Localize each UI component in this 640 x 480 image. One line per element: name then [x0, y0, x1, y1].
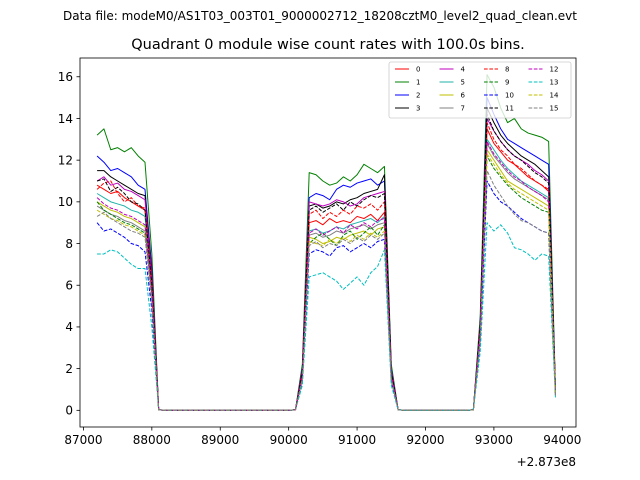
legend-label-9: 9 — [505, 79, 509, 87]
legend-label-7: 7 — [461, 105, 465, 113]
y-tick-label: 8 — [65, 237, 73, 251]
y-tick-label: 2 — [65, 362, 73, 376]
legend-label-1: 1 — [416, 79, 420, 87]
x-tick-label: 88000 — [133, 433, 171, 447]
series-line-10 — [96, 180, 556, 411]
y-tick-label: 6 — [65, 279, 73, 293]
y-tick-label: 14 — [58, 112, 73, 126]
legend-label-5: 5 — [461, 79, 465, 87]
legend-label-8: 8 — [505, 66, 509, 74]
x-tick-label: 93000 — [475, 433, 513, 447]
x-tick-label: 87000 — [64, 433, 102, 447]
legend-label-4: 4 — [461, 66, 466, 74]
axes-frame — [79, 57, 577, 428]
legend-label-6: 6 — [461, 92, 466, 100]
x-offset-label: +2.873e8 — [517, 455, 576, 469]
x-tick-label: 90000 — [270, 433, 308, 447]
legend-label-12: 12 — [550, 66, 559, 74]
legend-label-14: 14 — [550, 92, 559, 100]
y-tick-label: 12 — [58, 153, 73, 167]
legend-label-13: 13 — [550, 79, 559, 87]
legend-label-10: 10 — [505, 92, 514, 100]
suptitle: Data file: modeM0/AS1T03_003T01_90000027… — [63, 9, 577, 23]
legend-label-2: 2 — [416, 92, 420, 100]
x-tick-label: 89000 — [201, 433, 239, 447]
y-tick-label: 0 — [65, 404, 73, 418]
legend-label-11: 11 — [505, 105, 514, 113]
chart-title: Quadrant 0 module wise count rates with … — [131, 37, 525, 53]
series-layer — [96, 74, 556, 411]
x-tick-label: 92000 — [406, 433, 444, 447]
legend-label-3: 3 — [416, 105, 420, 113]
y-tick-label: 10 — [58, 195, 73, 209]
x-tick-label: 94000 — [543, 433, 581, 447]
y-tick-label: 4 — [65, 320, 73, 334]
series-line-15 — [96, 170, 556, 411]
legend-box — [388, 61, 572, 119]
axes-layer: 87000 88000 89000 90000 91000 92000 93000 94000… — [58, 57, 581, 447]
legend-label-15: 15 — [550, 105, 559, 113]
x-tick-label: 91000 — [338, 433, 376, 447]
legend-label-0: 0 — [416, 66, 420, 74]
y-tick-label: 16 — [58, 70, 73, 84]
